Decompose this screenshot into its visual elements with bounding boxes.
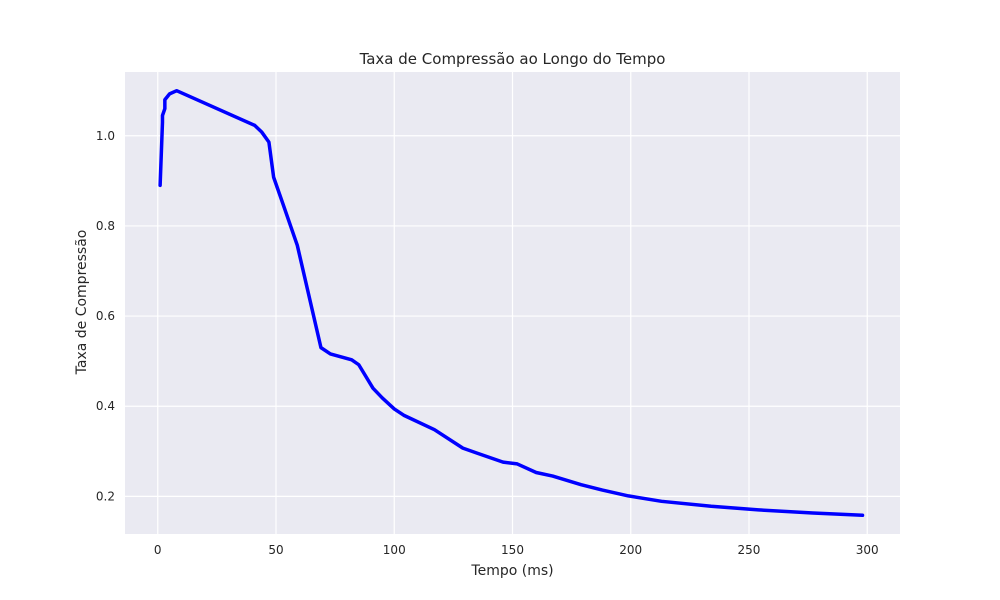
y-tick-label: 1.0	[96, 129, 115, 143]
grid-lines	[125, 72, 900, 534]
tick-labels: 0 50 100 150 200 250 300 0.2 0.4 0.6 0.8 1.0	[96, 129, 879, 557]
y-tick-label: 0.6	[96, 309, 115, 323]
x-tick-label: 250	[738, 543, 761, 557]
y-tick-label: 0.8	[96, 219, 115, 233]
x-tick-label: 200	[619, 543, 642, 557]
series-layer	[158, 88, 865, 518]
x-tick-label: 150	[501, 543, 524, 557]
x-tick-label: 50	[268, 543, 283, 557]
x-tick-label: 300	[856, 543, 879, 557]
y-tick-label: 0.2	[96, 489, 115, 503]
y-tick-label: 0.4	[96, 399, 115, 413]
chart-title: Taxa de Compressão ao Longo do Tempo	[359, 50, 666, 68]
x-tick-label: 100	[383, 543, 406, 557]
x-axis-label: Tempo (ms)	[470, 563, 553, 579]
x-tick-label: 0	[154, 543, 162, 557]
y-axis-label: Taxa de Compressão	[74, 230, 90, 376]
series-line	[158, 88, 865, 518]
